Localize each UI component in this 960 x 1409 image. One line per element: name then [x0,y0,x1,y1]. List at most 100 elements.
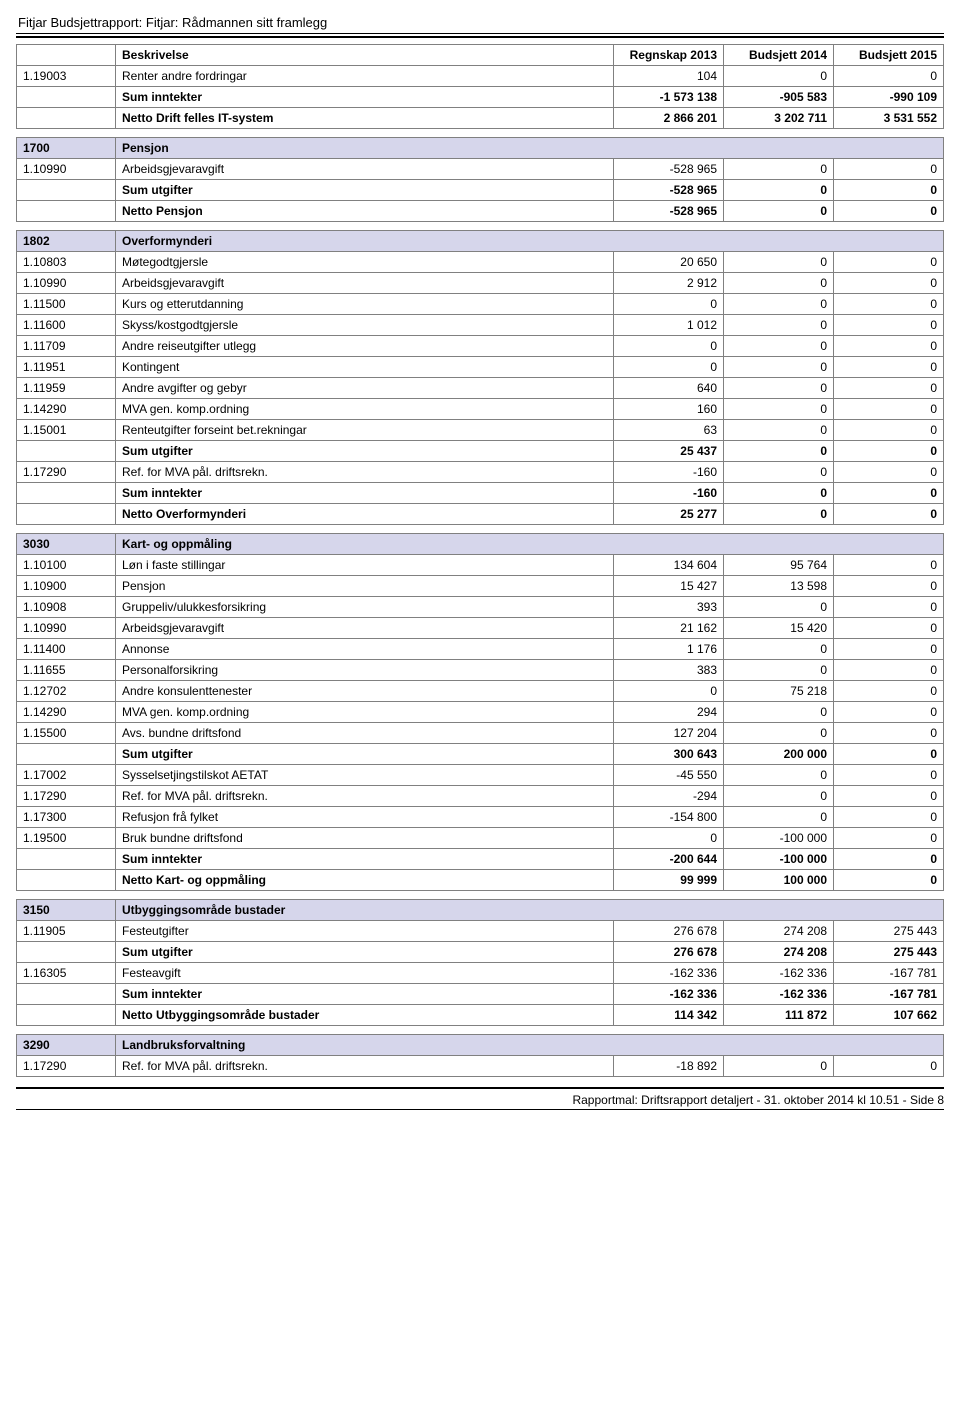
row-value: 383 [614,660,724,681]
row-code [16,108,116,129]
row-code: 1.14290 [16,702,116,723]
row-value: 0 [834,660,944,681]
row-desc: Ref. for MVA pål. driftsrekn. [116,462,614,483]
table-row: 1.11500Kurs og etterutdanning000 [16,294,944,315]
table-row: 3150Utbyggingsområde bustader [16,899,944,921]
row-desc: Sum utgifter [116,180,614,201]
row-value: 0 [834,336,944,357]
row-desc: Netto Utbyggingsområde bustader [116,1005,614,1026]
table-row: 1.11959Andre avgifter og gebyr64000 [16,378,944,399]
row-desc: MVA gen. komp.ordning [116,399,614,420]
row-value: 393 [614,597,724,618]
section-desc: Overformynderi [116,230,944,252]
row-value: 0 [834,639,944,660]
row-value: 0 [724,660,834,681]
table-row: 1.17300Refusjon frå fylket-154 80000 [16,807,944,828]
section-desc: Kart- og oppmåling [116,533,944,555]
title-underline [16,36,944,38]
row-code: 1.12702 [16,681,116,702]
table-row [16,222,944,230]
row-value: 0 [834,462,944,483]
row-value: 274 208 [724,942,834,963]
row-value: -167 781 [834,984,944,1005]
header-code [16,44,116,66]
row-code [16,744,116,765]
row-value: 95 764 [724,555,834,576]
row-value: 0 [834,597,944,618]
row-value: -45 550 [614,765,724,786]
row-value: 0 [724,765,834,786]
row-desc: Andre reiseutgifter utlegg [116,336,614,357]
table-row: 1.11709Andre reiseutgifter utlegg000 [16,336,944,357]
row-value: -100 000 [724,828,834,849]
row-value: 0 [834,576,944,597]
row-value: 200 000 [724,744,834,765]
row-value: 0 [834,870,944,891]
row-value: 0 [724,504,834,525]
table-row: 1.10990Arbeidsgjevaravgift2 91200 [16,273,944,294]
table-row: 1.10900Pensjon15 42713 5980 [16,576,944,597]
table-row: 1.10908Gruppeliv/ulukkesforsikring39300 [16,597,944,618]
row-desc: Netto Overformynderi [116,504,614,525]
row-value: 0 [614,828,724,849]
header-col2: Budsjett 2014 [724,44,834,66]
row-value: 0 [724,597,834,618]
row-value: 0 [834,252,944,273]
row-value: 21 162 [614,618,724,639]
row-code: 1.11951 [16,357,116,378]
row-value: 0 [834,618,944,639]
row-value: 15 420 [724,618,834,639]
section-code: 1700 [16,137,116,159]
row-value: -162 336 [614,963,724,984]
table-row [16,891,944,899]
row-value: 0 [724,180,834,201]
row-value: 275 443 [834,942,944,963]
header-col1: Regnskap 2013 [614,44,724,66]
row-value: 0 [834,378,944,399]
row-code: 1.11500 [16,294,116,315]
row-value: 0 [724,294,834,315]
row-code: 1.10803 [16,252,116,273]
section-desc: Utbyggingsområde bustader [116,899,944,921]
row-desc: Festeutgifter [116,921,614,942]
row-value: -100 000 [724,849,834,870]
row-desc: Arbeidsgjevaravgift [116,159,614,180]
row-value: -528 965 [614,201,724,222]
row-desc: Sum inntekter [116,87,614,108]
row-value: -160 [614,462,724,483]
row-desc: Renter andre fordringar [116,66,614,87]
table-row [16,129,944,137]
row-desc: Arbeidsgjevaravgift [116,273,614,294]
row-desc: Netto Kart- og oppmåling [116,870,614,891]
row-code: 1.10100 [16,555,116,576]
table-row: 1.17290Ref. for MVA pål. driftsrekn.-18 … [16,1056,944,1077]
row-value: 0 [724,273,834,294]
row-value: -528 965 [614,180,724,201]
table-row: 3030Kart- og oppmåling [16,533,944,555]
row-value: 0 [834,744,944,765]
table-row: 1.11655Personalforsikring38300 [16,660,944,681]
table-row: 1.14290MVA gen. komp.ordning16000 [16,399,944,420]
table-row: 1.17290Ref. for MVA pål. driftsrekn.-294… [16,786,944,807]
row-desc: Annonse [116,639,614,660]
row-code [16,180,116,201]
section-code: 3030 [16,533,116,555]
row-value: -162 336 [724,963,834,984]
row-value: 0 [724,1056,834,1077]
table-row: 1.11951Kontingent000 [16,357,944,378]
table-row: Sum inntekter-1 573 138-905 583-990 109 [16,87,944,108]
spacer-cell [16,891,944,899]
row-code: 1.17290 [16,1056,116,1077]
row-value: 0 [834,180,944,201]
row-value: 0 [834,702,944,723]
row-code: 1.10990 [16,273,116,294]
row-value: 0 [834,201,944,222]
row-desc: Refusjon frå fylket [116,807,614,828]
row-desc: Sum inntekter [116,984,614,1005]
row-value: 274 208 [724,921,834,942]
table-row: 1802Overformynderi [16,230,944,252]
row-code [16,849,116,870]
table-row: 1.15500Avs. bundne driftsfond127 20400 [16,723,944,744]
row-value: 0 [724,807,834,828]
row-desc: Gruppeliv/ulukkesforsikring [116,597,614,618]
